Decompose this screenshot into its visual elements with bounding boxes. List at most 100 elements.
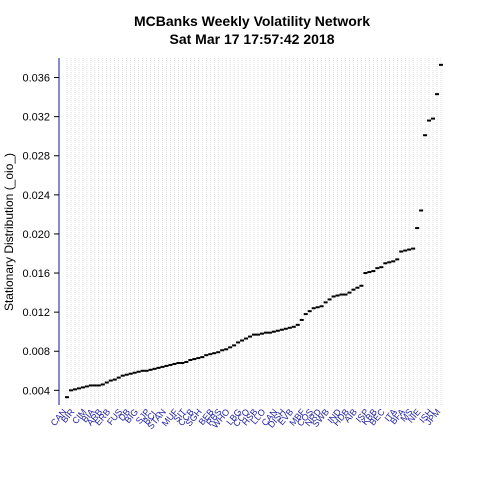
data-point [439,63,443,66]
y-tick-label: 0.012 [22,307,50,319]
y-tick-label: 0.024 [22,190,50,202]
data-point [216,351,221,354]
data-point [403,249,408,252]
data-point [160,365,165,368]
data-point [287,326,292,329]
data-point [184,360,189,363]
data-point [271,330,276,333]
y-tick-label: 0.032 [22,112,50,124]
data-point [435,93,440,96]
data-point [140,369,145,372]
data-point [176,361,181,364]
data-point [359,284,364,287]
data-point [92,384,97,387]
data-point [144,369,149,372]
data-point [172,362,177,365]
data-point [188,359,193,362]
data-point [200,356,205,359]
data-point [76,387,81,390]
data-point [395,258,400,261]
y-axis-label: Stationary Distribution (_oio_) [2,153,16,311]
data-point [196,357,201,360]
data-point [224,348,229,351]
y-tick-label: 0.008 [22,346,50,358]
data-point [303,313,308,316]
data-point [339,293,344,296]
data-point [104,381,109,384]
y-tick-label: 0.016 [22,268,50,280]
data-point [431,117,436,120]
data-point [228,346,233,349]
data-point [283,327,288,330]
data-point [168,363,173,366]
data-point [423,134,428,137]
data-point [299,318,304,321]
data-point [419,209,424,212]
data-point [291,325,296,328]
data-point [240,339,245,342]
x-ticks: CANBIRCIMBIAARBERBFUSDBBIGSJPBCLSTANMUFS… [49,406,443,431]
data-point [220,349,225,352]
data-point [331,295,336,298]
data-point [65,396,69,399]
y-tick-label: 0.004 [22,385,50,397]
data-point [96,384,101,387]
data-point [180,361,185,364]
data-point [267,331,272,334]
data-point [120,374,125,377]
data-point [327,298,332,301]
data-point [263,331,268,334]
data-point [415,227,420,230]
data-point [315,306,320,309]
data-point [311,307,316,310]
data-point [164,364,169,367]
data-point [192,358,197,361]
data-point [355,286,360,289]
data-point [72,388,77,391]
grid [66,58,442,405]
data-point [208,353,213,356]
data-point [100,383,105,386]
data-point [108,379,113,382]
data-point [244,337,249,340]
data-point [343,293,348,296]
data-point [148,368,153,371]
chart-subtitle: Sat Mar 17 17:57:42 2018 [170,31,335,47]
y-tick-label: 0.036 [22,73,50,85]
data-point [204,354,209,357]
data-point [427,119,432,122]
data-point [363,272,368,275]
y-tick-label: 0.028 [22,151,50,163]
data-point [259,332,264,335]
data-point [411,247,416,250]
data-point [88,384,93,387]
data-point [84,385,89,388]
data-point [347,291,352,294]
y-ticks: 0.004 0.008 0.012 0.016 0.020 0.024 0.028 0.032… [22,73,59,397]
data-point [232,344,237,347]
data-point [80,386,85,389]
data-point [132,371,137,374]
data-point [391,260,396,263]
data-point [323,301,328,304]
data-point [375,267,380,270]
data-point [399,250,404,253]
data-point [379,266,384,269]
data-point [68,389,73,392]
data-point [116,376,121,379]
data-point [248,335,253,338]
data-point [295,323,300,326]
data-points [65,63,443,399]
data-point [212,352,217,355]
y-tick-label: 0.020 [22,229,50,241]
chart-title: MCBanks Weekly Volatility Network [134,13,370,29]
data-point [124,373,129,376]
data-point [152,367,157,370]
data-point [236,341,241,344]
data-point [255,333,260,336]
data-point [383,262,388,265]
data-point [319,305,324,308]
data-point [112,378,117,381]
data-point [351,288,356,291]
